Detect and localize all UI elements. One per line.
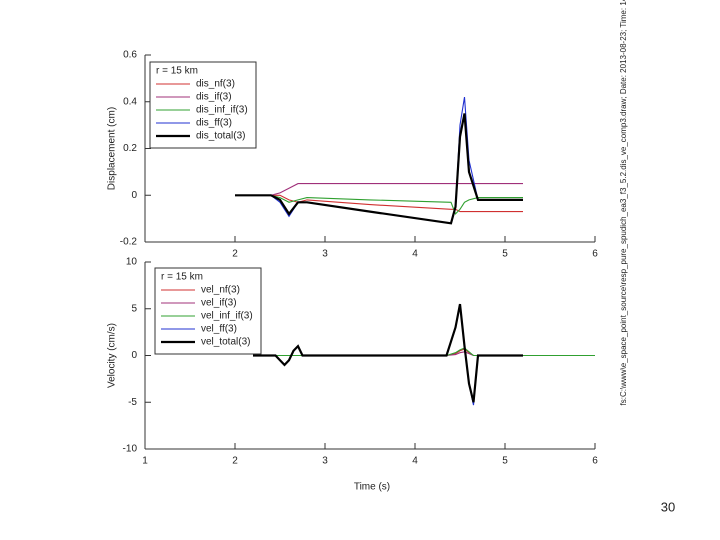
legend-label: vel_ff(3) [201, 324, 237, 335]
x-tick-label: 5 [502, 249, 508, 260]
y-tick-label: -5 [128, 397, 137, 408]
legend-label: vel_total(3) [201, 337, 250, 348]
legend-title: r = 15 km [156, 66, 198, 77]
series-line [235, 194, 523, 213]
side-note: fs:C:\www\e_space_point_source\resp_pure… [619, 0, 628, 405]
legend-label: dis_inf_if(3) [196, 105, 248, 116]
legend-label: vel_if(3) [201, 298, 237, 309]
y-tick-label: 0.4 [123, 96, 137, 107]
y-tick-label: 0.6 [123, 50, 137, 61]
legend-label: vel_inf_if(3) [201, 311, 253, 322]
series-line [235, 97, 523, 224]
series-line [235, 194, 523, 215]
series-line [235, 113, 523, 225]
x-tick-label: 5 [502, 456, 508, 467]
x-tick-label: 4 [412, 249, 418, 260]
x-tick-label: 3 [322, 249, 328, 260]
x-tick-label: 2 [232, 249, 238, 260]
x-tick-label: 2 [232, 456, 238, 467]
x-axis-label: Time (s) [354, 482, 390, 493]
legend-box [154, 267, 262, 355]
y-axis-label: Displacement (cm) [107, 107, 118, 190]
legend-label: vel_nf(3) [201, 285, 240, 296]
legend-label: dis_if(3) [196, 92, 232, 103]
x-tick-label: 1 [142, 456, 148, 467]
series-line [253, 347, 595, 357]
legend-label: dis_nf(3) [196, 79, 235, 90]
x-tick-label: 3 [322, 456, 328, 467]
x-tick-label: 6 [592, 456, 598, 467]
y-tick-label: -10 [123, 444, 138, 455]
y-tick-label: 10 [126, 257, 138, 268]
legend-label: dis_total(3) [196, 131, 245, 142]
y-tick-label: 0.2 [123, 143, 137, 154]
y-tick-label: 5 [131, 303, 137, 314]
y-tick-label: 0 [131, 190, 137, 201]
y-tick-label: 0 [131, 350, 137, 361]
x-tick-label: 6 [592, 249, 598, 260]
legend-title: r = 15 km [161, 272, 203, 283]
page-number: 30 [661, 499, 675, 514]
y-tick-label: -0.2 [120, 237, 138, 248]
series-line [253, 303, 523, 403]
legend-label: dis_ff(3) [196, 118, 232, 129]
series-line [235, 183, 523, 196]
legend-box [149, 61, 257, 149]
x-tick-label: 4 [412, 456, 418, 467]
y-axis-label: Velocity (cm/s) [107, 323, 118, 388]
